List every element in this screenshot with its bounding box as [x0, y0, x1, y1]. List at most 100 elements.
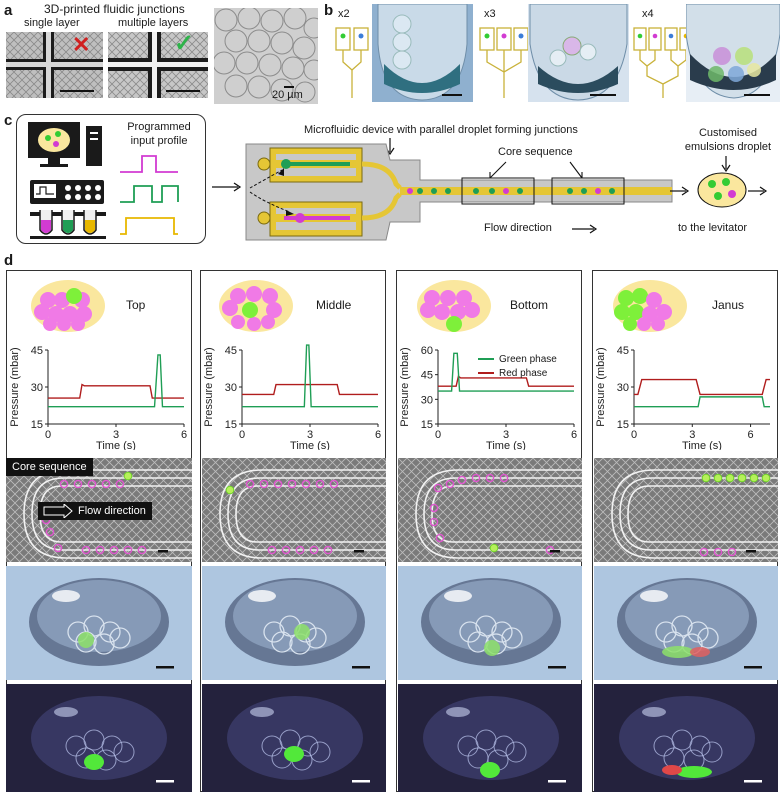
red-phase-line: [634, 378, 770, 396]
pink-droplet: [485, 473, 495, 483]
pressure-chart-top: 15 30 45 0 3 6 Time (s) Pressure (mbar): [9, 345, 187, 450]
inner-droplet: [493, 735, 515, 757]
pink-droplet: [95, 545, 105, 555]
y-tick-label: 15: [31, 419, 43, 431]
x-tick-label: 6: [375, 429, 381, 441]
x-axis-label: Time (s): [290, 440, 330, 450]
y-tick-label: 60: [421, 345, 433, 357]
pink-droplet: [471, 473, 481, 483]
channel-wall: [431, 485, 582, 543]
red-phase-line: [242, 383, 378, 396]
pink-droplet: [457, 475, 467, 485]
pink-droplet: [53, 543, 63, 553]
fluorescence-droplet-svg: [31, 696, 174, 783]
droplet-photo-x3: [528, 4, 629, 102]
green-droplet: [713, 473, 723, 483]
green-core: [84, 754, 104, 770]
scale-bar: [442, 94, 462, 96]
channel-micrograph-middle: [202, 458, 386, 562]
pink-droplet: [101, 479, 111, 489]
pink-droplet: [73, 479, 83, 489]
levitated-droplet-photo-bottom: [398, 566, 582, 680]
fluorescence-droplet-svg: [619, 696, 762, 783]
x-tick-label: 0: [45, 429, 51, 441]
x-tick-label: 0: [631, 429, 637, 441]
channel-wall: [31, 477, 192, 551]
pink-droplet: [287, 479, 297, 489]
pink-droplet: [115, 479, 125, 489]
scale-bar: [158, 550, 168, 553]
multiplier-x3-label: x3: [484, 8, 496, 20]
x-tick-label: 6: [748, 429, 754, 441]
green-droplet: [749, 473, 759, 483]
y-tick-label: 30: [31, 382, 43, 394]
arrow-right-icon: [212, 182, 242, 192]
droplet-body: [619, 696, 755, 780]
panel-d-letter: d: [4, 252, 14, 269]
pink-droplet: [59, 479, 69, 489]
y-tick-label: 30: [225, 382, 237, 394]
highlight: [52, 590, 80, 602]
pink-droplet: [123, 545, 133, 555]
green-droplet: [225, 485, 235, 495]
pressure-chart-bottom: 15 30 45 60 0 3 6 Time (s) Pressure (mbar): [399, 345, 577, 450]
junction-schematic-x3: [479, 27, 529, 98]
input-pulse-profiles: [120, 155, 179, 235]
pink-droplet: [727, 547, 737, 557]
microfluidic-device-schematic: [245, 143, 673, 241]
x-tick-label: 0: [435, 429, 441, 441]
levitated-droplet-photo-top: [6, 566, 192, 680]
pink-droplet: [329, 479, 339, 489]
channel-wall: [415, 469, 582, 559]
inner-droplet: [689, 735, 711, 757]
scale-bar: [352, 666, 370, 669]
pink-droplet: [429, 503, 439, 513]
junction-schematic-x2: [335, 27, 369, 98]
pink-droplet: [281, 545, 291, 555]
scale-bar: [744, 666, 762, 669]
green-phase-line: [48, 354, 184, 408]
legend-red-label: Red phase: [499, 367, 548, 379]
pink-droplet: [429, 517, 439, 527]
scale-bar: [352, 780, 370, 783]
pink-droplet: [137, 545, 147, 555]
x-axis-label: Time (s): [96, 440, 136, 450]
x-tick-label: 0: [239, 429, 245, 441]
green-core: [284, 746, 304, 762]
highlight: [446, 707, 470, 717]
pressure-chart-middle: 15 30 45 0 3 6 Time (s) Pressure (mbar): [203, 344, 381, 450]
scale-bar: [284, 86, 294, 88]
inner-droplet: [701, 741, 723, 763]
scale-bar: [548, 780, 566, 783]
channel-micrograph-svg: [594, 458, 778, 562]
channel-wall: [423, 477, 582, 551]
panel-c-letter: c: [4, 112, 13, 129]
single-layer-junction-photo: ✕: [6, 32, 103, 98]
y-axis-label: Pressure (mbar): [9, 347, 21, 426]
junction-schematic-x4: [633, 27, 693, 98]
red-phase-line: [438, 375, 574, 387]
levitated-droplet-svg: [617, 578, 762, 669]
micrograph-scale-label: 20 µm: [272, 89, 303, 101]
test-tubes-icon: [30, 210, 106, 239]
pink-droplet: [323, 545, 333, 555]
droplet-body: [31, 696, 167, 780]
scale-bar: [744, 780, 762, 783]
pink-droplet: [433, 483, 443, 493]
chart-legend: Green phase Red phase: [478, 352, 557, 380]
green-droplet: [725, 473, 735, 483]
panel-b-letter: b: [324, 2, 334, 19]
x-tick-label: 3: [689, 429, 695, 441]
green-phase-line: [634, 396, 770, 408]
green-core: [676, 766, 712, 778]
scale-bar: [548, 666, 566, 669]
y-axis-label: Pressure (mbar): [399, 347, 411, 426]
levitated-droplet-svg: [29, 578, 174, 669]
scale-bar: [746, 550, 756, 553]
legend-red-swatch: [478, 372, 494, 374]
droplet-photo-x2: [372, 4, 473, 102]
y-tick-label: 45: [225, 345, 237, 357]
fluorescence-droplet-photo-janus: [594, 684, 778, 792]
green-core: [480, 762, 500, 778]
flow-direction-tag-label: Flow direction: [78, 505, 146, 517]
